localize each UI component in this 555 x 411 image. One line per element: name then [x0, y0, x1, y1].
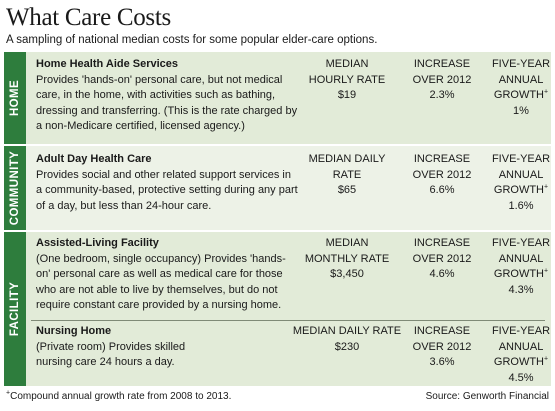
rate-value: $230 [334, 340, 360, 353]
increase-label: INCREASE OVER 2012 [412, 237, 472, 265]
rate-label: MEDIAN MONTHLY RATE [304, 237, 390, 265]
care-option-name: Nursing Home [36, 325, 112, 337]
source-credit: Source: Genworth Financial [425, 391, 549, 402]
growth-footnote-mark: + [544, 183, 549, 191]
section-label: COMMUNITY [9, 150, 21, 226]
section-label-bar: HOME [4, 52, 26, 144]
growth-column: FIVE-YEAR ANNUAL GROWTH+ 4.3% [482, 236, 555, 298]
growth-label-wrap: FIVE-YEAR ANNUAL GROWTH+ [482, 152, 555, 199]
growth-label: FIVE-YEAR ANNUAL GROWTH [491, 153, 551, 196]
rate-column: MEDIAN DAILY RATE $230 [282, 324, 412, 355]
care-option-description: Provides 'hands-on' personal care, but n… [36, 73, 298, 133]
growth-column: FIVE-YEAR ANNUAL GROWTH+ 4.5% [482, 324, 555, 386]
care-option-name: Adult Day Health Care [36, 153, 152, 165]
row-divider [31, 320, 545, 321]
growth-label: FIVE-YEAR ANNUAL GROWTH [491, 325, 551, 368]
growth-label: FIVE-YEAR ANNUAL GROWTH [491, 237, 551, 280]
section-label: FACILITY [9, 281, 21, 337]
section-label-bar: FACILITY [4, 232, 26, 386]
rate-label: MEDIAN DAILY RATE [308, 153, 386, 181]
rate-label: MEDIAN DAILY RATE [292, 325, 402, 337]
rate-label: MEDIAN HOURLY RATE [308, 58, 386, 86]
growth-footnote-mark: + [544, 267, 549, 275]
care-option-description-block: Nursing Home (Private room) Provides ski… [36, 324, 216, 371]
rate-value: $3,450 [330, 268, 364, 280]
increase-column: INCREASE OVER 2012 6.6% [404, 152, 480, 199]
increase-column: INCREASE OVER 2012 3.6% [404, 324, 480, 371]
growth-column: FIVE-YEAR ANNUAL GROWTH+ 1.6% [482, 152, 555, 214]
care-option-description: (One bedroom, single occupancy) Provides… [36, 252, 286, 312]
increase-column: INCREASE OVER 2012 2.3% [404, 57, 480, 104]
growth-footnote-mark: + [544, 88, 549, 96]
growth-label-wrap: FIVE-YEAR ANNUAL GROWTH+ [482, 324, 555, 371]
section-label-bar: COMMUNITY [4, 146, 26, 230]
increase-label: INCREASE OVER 2012 [412, 58, 472, 86]
increase-value: 4.6% [429, 268, 455, 280]
rate-value: $19 [337, 89, 357, 101]
rate-value: $65 [337, 184, 357, 196]
section-home: HOME Home Health Aide Services Provides … [4, 52, 551, 144]
page-subtitle: A sampling of national median costs for … [6, 34, 378, 46]
rate-column: MEDIAN MONTHLY RATE $3,450 [292, 236, 402, 283]
care-option-name: Assisted-Living Facility [36, 237, 159, 249]
increase-value: 6.6% [429, 184, 455, 196]
footnote-text: Compound annual growth rate from 2008 to… [10, 391, 232, 402]
growth-value: 1% [513, 104, 529, 117]
page-title: What Care Costs [6, 4, 171, 31]
care-option-row: Assisted-Living Facility (One bedroom, s… [26, 232, 551, 316]
care-option-name: Home Health Aide Services [36, 58, 179, 70]
care-option-description-block: Home Health Aide Services Provides 'hand… [36, 57, 300, 135]
increase-label: INCREASE OVER 2012 [412, 325, 472, 353]
increase-label: INCREASE OVER 2012 [412, 153, 472, 181]
care-option-description: (Private room) Provides skilled nursing … [36, 340, 186, 369]
growth-value: 4.5% [508, 371, 534, 384]
rate-column: MEDIAN DAILY RATE $65 [292, 152, 402, 199]
growth-value: 4.3% [508, 283, 534, 296]
growth-label: FIVE-YEAR ANNUAL GROWTH [491, 58, 551, 101]
care-option-row: Nursing Home (Private room) Provides ski… [26, 320, 551, 386]
increase-value: 3.6% [429, 356, 455, 368]
section-facility: FACILITY Assisted-Living Facility (One b… [4, 232, 551, 386]
section-community: COMMUNITY Adult Day Health Care Provides… [4, 146, 551, 230]
growth-footnote-mark: + [544, 355, 549, 363]
care-option-description-block: Assisted-Living Facility (One bedroom, s… [36, 236, 300, 314]
growth-label-wrap: FIVE-YEAR ANNUAL GROWTH+ [482, 236, 555, 283]
increase-column: INCREASE OVER 2012 4.6% [404, 236, 480, 283]
footnote: +Compound annual growth rate from 2008 t… [6, 390, 231, 403]
care-option-row: Home Health Aide Services Provides 'hand… [26, 52, 551, 144]
care-option-description-block: Adult Day Health Care Provides social an… [36, 152, 300, 214]
section-label: HOME [9, 79, 21, 117]
growth-label-wrap: FIVE-YEAR ANNUAL GROWTH+ [482, 57, 555, 104]
increase-value: 2.3% [429, 89, 455, 101]
footnote-mark: + [6, 389, 11, 397]
growth-column: FIVE-YEAR ANNUAL GROWTH+ 1% [482, 57, 555, 119]
care-option-row: Adult Day Health Care Provides social an… [26, 146, 551, 230]
growth-value: 1.6% [508, 199, 534, 212]
rate-column: MEDIAN HOURLY RATE $19 [292, 57, 402, 104]
care-option-description: Provides social and other related suppor… [36, 168, 298, 212]
